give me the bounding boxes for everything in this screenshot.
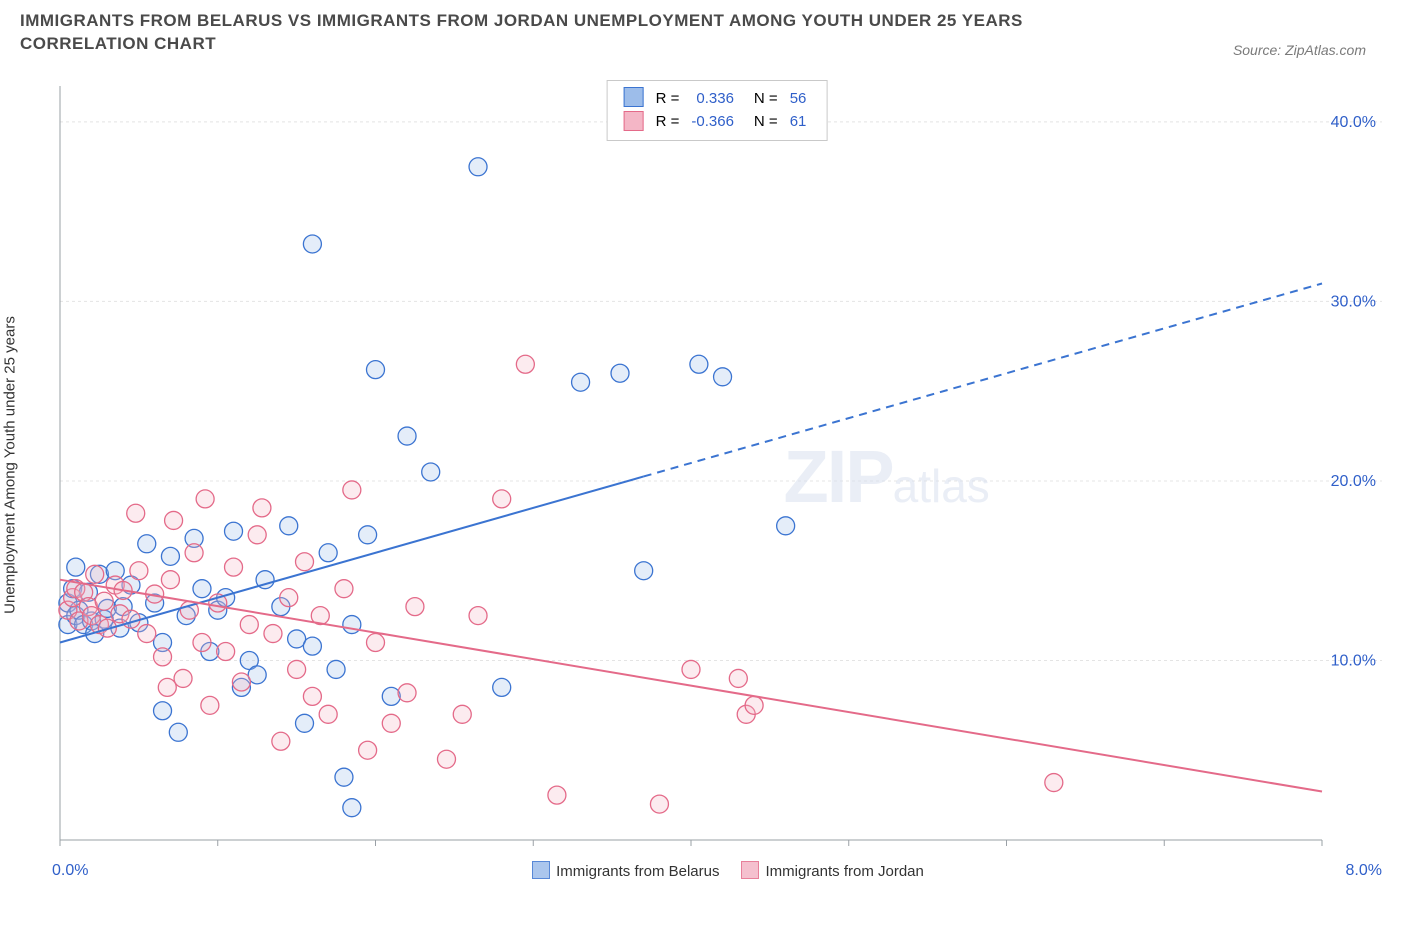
corr-row-belarus: R =0.336N =56	[618, 87, 813, 111]
svg-text:40.0%: 40.0%	[1331, 114, 1376, 131]
source-attribution: Source: ZipAtlas.com	[1233, 42, 1366, 58]
svg-text:10.0%: 10.0%	[1331, 652, 1376, 669]
page-title: IMMIGRANTS FROM BELARUS VS IMMIGRANTS FR…	[20, 10, 1120, 56]
scatter-chart: 10.0%20.0%30.0%40.0% ZIPatlas R =0.336N …	[52, 80, 1382, 850]
svg-text:30.0%: 30.0%	[1331, 293, 1376, 310]
correlation-legend: R =0.336N =56R =-0.366N =61	[607, 80, 828, 141]
series-belarus	[59, 158, 795, 817]
series-legend: Immigrants from Belarus Immigrants from J…	[52, 861, 1382, 880]
svg-text:20.0%: 20.0%	[1331, 473, 1376, 490]
legend-label-jordan: Immigrants from Jordan	[765, 863, 923, 880]
corr-row-jordan: R =-0.366N =61	[618, 111, 813, 135]
y-axis-label: Unemployment Among Youth under 25 years	[2, 316, 19, 614]
legend-label-belarus: Immigrants from Belarus	[556, 863, 719, 880]
